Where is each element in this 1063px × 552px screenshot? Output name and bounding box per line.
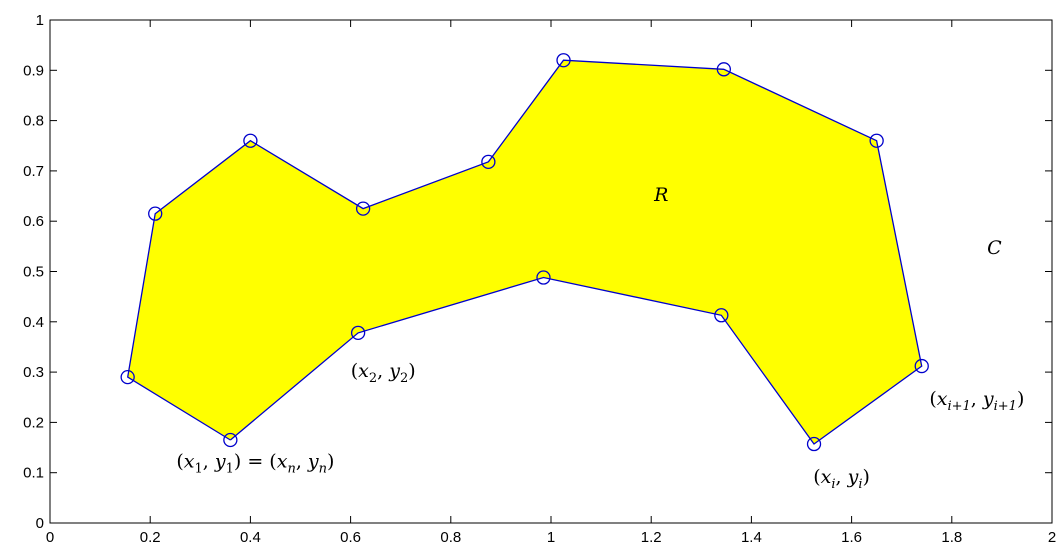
boundary-line [126, 59, 923, 445]
vertex-marker [716, 62, 731, 77]
vertex-marker [914, 358, 929, 374]
vertex-marker [243, 133, 258, 148]
y-tick-label: 0 [36, 515, 44, 532]
x-tick-label: 0.8 [440, 529, 461, 546]
y-tick-label: 0.8 [23, 113, 44, 130]
vertex-marker [355, 201, 371, 216]
vertex-marker [223, 432, 238, 448]
y-tick-label: 0.9 [23, 62, 44, 79]
y-tick-label: 0.2 [23, 414, 44, 431]
x-tick-label: 1 [547, 529, 555, 546]
vertex-marker-layer [120, 53, 929, 452]
y-tick-label: 0.1 [23, 465, 44, 482]
vertex-marker [120, 369, 135, 385]
vertex-marker [481, 154, 496, 169]
annotation-pi1: (xi+1, yi+1) [929, 388, 1024, 414]
x-tick-label: 1.6 [841, 529, 862, 546]
x-tick-label: 2 [1048, 529, 1056, 546]
vertex-marker [536, 270, 551, 285]
vertex-marker [350, 325, 366, 341]
annotation-curve: C [987, 237, 1002, 259]
annotation-p2: (x2, y2) [351, 360, 416, 386]
x-tick-label: 1.8 [941, 529, 962, 546]
annotation-layer: (x1, y1) = (xn, yn) (x2, y2) (xi, yi) (xi+1… [176, 184, 1024, 492]
y-tick-label: 1 [36, 12, 44, 29]
annotation-p1: (x1, y1) = (xn, yn) [176, 451, 334, 477]
tick-layer: 0 0.2 0.4 0.6 0.8 1 1.2 1.4 1.6 1.8 2 0 0.1 0.2 0.3 0.4… [23, 12, 1056, 546]
y-tick-label: 0.5 [23, 264, 44, 281]
y-tick-label: 0.6 [23, 213, 44, 230]
vertex-marker [806, 436, 822, 452]
polygon-boundary-layer [126, 59, 923, 445]
x-tick-label: 0 [46, 529, 54, 546]
annotation-pi: (xi, yi) [813, 466, 870, 492]
annotation-region: R [653, 184, 668, 206]
y-tick-label: 0.3 [23, 364, 44, 381]
x-tick-label: 1.2 [641, 529, 662, 546]
vertex-marker [869, 133, 884, 148]
x-tick-label: 0.6 [340, 529, 361, 546]
vertex-marker [148, 206, 163, 221]
vertex-marker [556, 53, 571, 68]
x-tick-label: 1.4 [741, 529, 762, 546]
y-tick-label: 0.4 [23, 314, 44, 331]
x-tick-label: 0.4 [240, 529, 261, 546]
x-tick-label: 0.2 [140, 529, 161, 546]
vertex-marker [714, 308, 729, 323]
region-fill [127, 60, 922, 444]
y-tick-label: 0.7 [23, 163, 44, 180]
polygon-region-layer [127, 60, 922, 444]
